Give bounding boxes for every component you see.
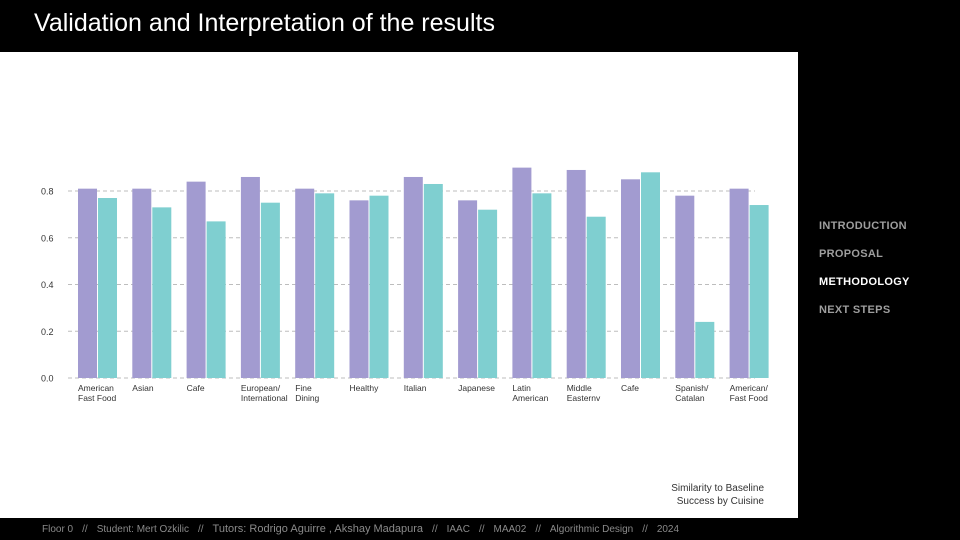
x-tick-label: Fast Food (78, 393, 117, 403)
bar-series-2 (478, 209, 498, 378)
footer-separator: // (432, 524, 438, 535)
x-tick-label: Latin (512, 383, 531, 393)
bar-series-2 (369, 195, 389, 378)
bar-series-2 (749, 205, 769, 378)
x-tick-label: American/ (730, 383, 769, 393)
bar-series-2 (695, 321, 715, 378)
bar-series-2 (260, 202, 280, 378)
bar-series-1 (295, 188, 315, 378)
footer-school: IAAC (446, 524, 470, 535)
footer-separator: // (197, 524, 204, 535)
x-tick-label: Middle (567, 383, 592, 393)
bar-series-1 (132, 188, 152, 378)
footer-floor: Floor 0 (42, 524, 74, 535)
footer-course: Algorithmic Design (549, 524, 634, 535)
x-tick-label: American (512, 393, 548, 403)
bar-series-1 (186, 181, 206, 378)
bar-series-1 (566, 169, 586, 378)
y-tick-label: 0.8 (41, 187, 54, 197)
x-tick-label: Catalan (675, 393, 705, 403)
bar-series-2 (315, 193, 335, 378)
footer-separator: // (478, 524, 485, 535)
bar-series-2 (423, 183, 443, 378)
chart-caption: Similarity to Baseline Success by Cuisin… (671, 482, 764, 508)
x-tick-label: Fine (295, 383, 312, 393)
chart-panel: 0.0 0.2 0.4 0.6 0.8 American Fast Food Asian Caf… (0, 52, 798, 518)
x-tick-label: Japanese (458, 383, 495, 393)
bar-series-2 (641, 172, 660, 378)
x-tick-label: Cafe (621, 383, 639, 393)
x-tick-label: Fast Food (730, 393, 769, 403)
x-tick-label: Cafe (187, 383, 205, 393)
nav-item-introduction[interactable]: INTRODUCTION (819, 220, 907, 232)
y-tick-label: 0.0 (41, 374, 54, 384)
footer-separator: // (642, 524, 648, 535)
nav-item-next-steps[interactable]: NEXT STEPS (819, 304, 891, 316)
bar-series-2 (98, 198, 117, 378)
footer-year: 2024 (656, 524, 680, 535)
bar-series-1 (403, 176, 423, 378)
footer-separator: // (82, 524, 88, 535)
y-tick-label: 0.6 (41, 233, 54, 243)
x-tick-label: Healthy (350, 383, 380, 393)
x-tick-label: Italian (404, 383, 427, 393)
slide-title: Validation and Interpretation of the res… (34, 9, 495, 37)
bar-series-1 (240, 176, 260, 378)
x-tick-label: Easternv (567, 393, 601, 403)
bar-series-2 (586, 216, 606, 378)
nav-item-methodology[interactable]: METHODOLOGY (819, 276, 910, 288)
footer-separator: // (535, 524, 541, 535)
footer: Floor 0 // Student: Mert Ozkilic // Tutors: … (42, 523, 679, 535)
bar-series-2 (206, 221, 226, 378)
x-tick-label: Spanish/ (675, 383, 709, 393)
caption-line-2: Success by Cuisine (676, 496, 764, 507)
x-tick-label: European/ (241, 383, 281, 393)
bar-series-2 (532, 193, 552, 378)
footer-program: MAA02 (493, 524, 527, 535)
bar-series-2 (152, 207, 172, 378)
x-tick-label: Dining (295, 393, 319, 403)
x-tick-label: American (78, 383, 114, 393)
caption-line-1: Similarity to Baseline (671, 483, 764, 494)
bar-series-1 (675, 195, 695, 378)
footer-tutors: Tutors: Rodrigo Aguirre , Akshay Madapur… (212, 523, 424, 535)
section-nav: INTRODUCTION PROPOSAL METHODOLOGY NEXT S… (819, 220, 910, 332)
footer-student: Student: Mert Ozkilic (96, 524, 189, 535)
x-tick-label: International (241, 393, 288, 403)
bar-series-1 (458, 200, 478, 378)
bar-series-1 (729, 188, 749, 378)
nav-item-proposal[interactable]: PROPOSAL (819, 248, 884, 260)
bar-series-1 (512, 167, 532, 378)
bar-series-1 (78, 188, 97, 378)
x-tick-label: Asian (132, 383, 154, 393)
bar-series-1 (621, 179, 640, 378)
y-tick-label: 0.4 (41, 280, 54, 290)
y-tick-label: 0.2 (41, 327, 54, 337)
bar-series-1 (349, 200, 369, 378)
